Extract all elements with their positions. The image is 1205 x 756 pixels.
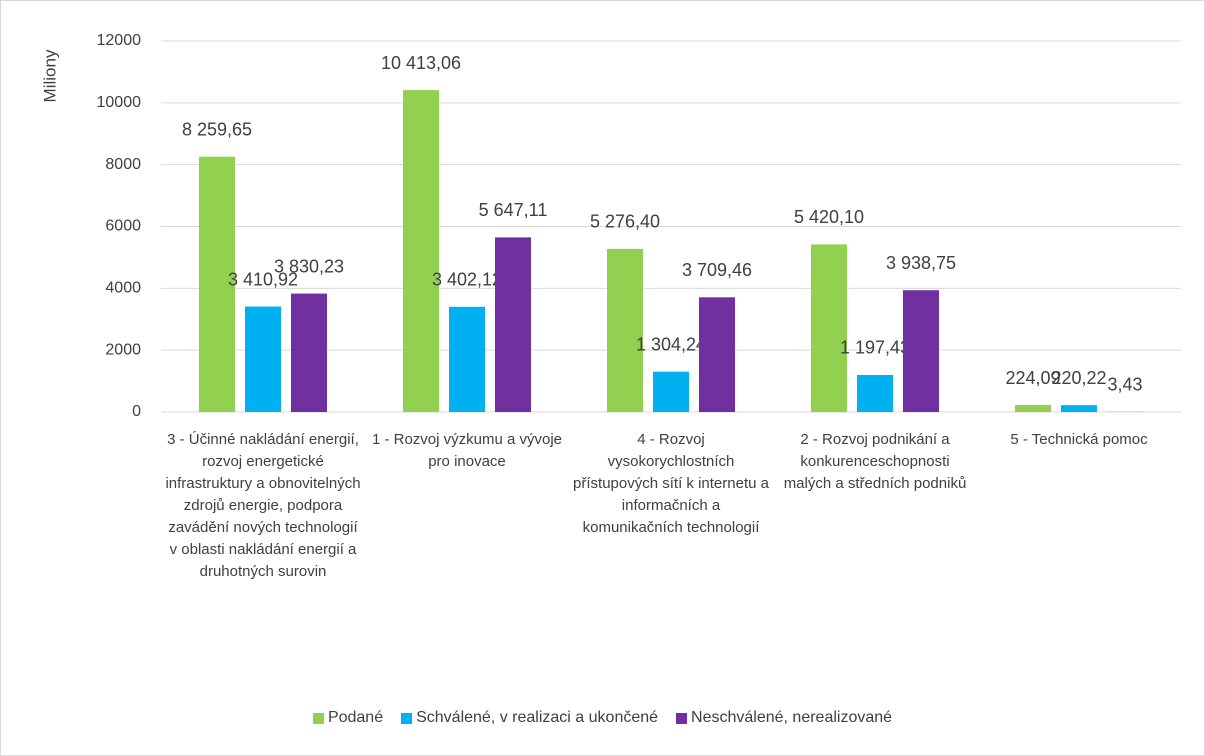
legend-item: Neschválené, nerealizované (676, 709, 892, 727)
data-label: 5 647,11 (479, 200, 548, 220)
data-label: 3 830,23 (274, 256, 344, 276)
x-tick-label: 3 - Účinné nakládání energií, rozvoj ene… (165, 431, 361, 580)
bar (449, 306, 485, 412)
data-label: 3,43 (1107, 375, 1142, 395)
x-tick-label: 4 - Rozvoj vysokorychlostních přístupový… (573, 431, 769, 536)
data-label: 3 410,92 (228, 269, 298, 289)
y-tick-label: 4000 (105, 280, 141, 297)
x-tick-label: 5 - Technická pomoc (1010, 431, 1148, 448)
bar (199, 156, 235, 412)
data-label: 224,09 (1005, 368, 1060, 388)
data-label: 10 413,06 (381, 53, 461, 73)
y-tick-label: 0 (132, 403, 141, 420)
data-label: 3 709,46 (682, 260, 752, 280)
data-label: 1 197,43 (840, 338, 910, 358)
y-tick-label: 8000 (105, 156, 141, 173)
y-tick-label: 2000 (105, 341, 141, 358)
bar (245, 306, 281, 412)
bar (291, 293, 327, 412)
legend-label: Podané (327, 709, 384, 726)
bar (699, 297, 735, 412)
x-tick-label: 1 - Rozvoj výzkumu a vývoje pro inovace (371, 431, 563, 470)
bar (653, 371, 689, 412)
y-axis-title: Miliony (40, 49, 59, 102)
legend-swatch (676, 712, 688, 724)
data-label: 5 276,40 (590, 212, 660, 232)
legend-swatch (312, 712, 324, 724)
data-label: 1 304,24 (636, 334, 706, 354)
legend-item: Schválené, v realizaci a ukončené (401, 709, 658, 727)
bar (495, 237, 531, 412)
y-tick-label: 12000 (97, 32, 142, 49)
x-tick-label: 2 - Rozvoj podnikání a konkurenceschopno… (783, 431, 967, 492)
legend-swatch (401, 712, 413, 724)
y-tick-label: 10000 (97, 94, 142, 111)
data-label: 5 420,10 (794, 207, 864, 227)
legend-item: Podané (312, 709, 384, 727)
legend-label: Neschválené, nerealizované (691, 709, 893, 726)
bar (1061, 405, 1097, 412)
data-label: 3 402,12 (432, 270, 502, 290)
data-label: 220,22 (1051, 368, 1106, 388)
legend: Podané Schválené, v realizaci a ukončené N… (1, 709, 1204, 727)
legend-label: Schválené, v realizaci a ukončené (416, 709, 659, 726)
bar (903, 290, 939, 412)
bar (403, 90, 439, 412)
data-label: 8 259,65 (182, 119, 252, 139)
data-label: 3 938,75 (886, 253, 956, 273)
bar (607, 248, 643, 412)
y-tick-label: 6000 (105, 218, 141, 235)
bar (811, 244, 847, 412)
bar (857, 374, 893, 412)
bar (1015, 405, 1051, 412)
